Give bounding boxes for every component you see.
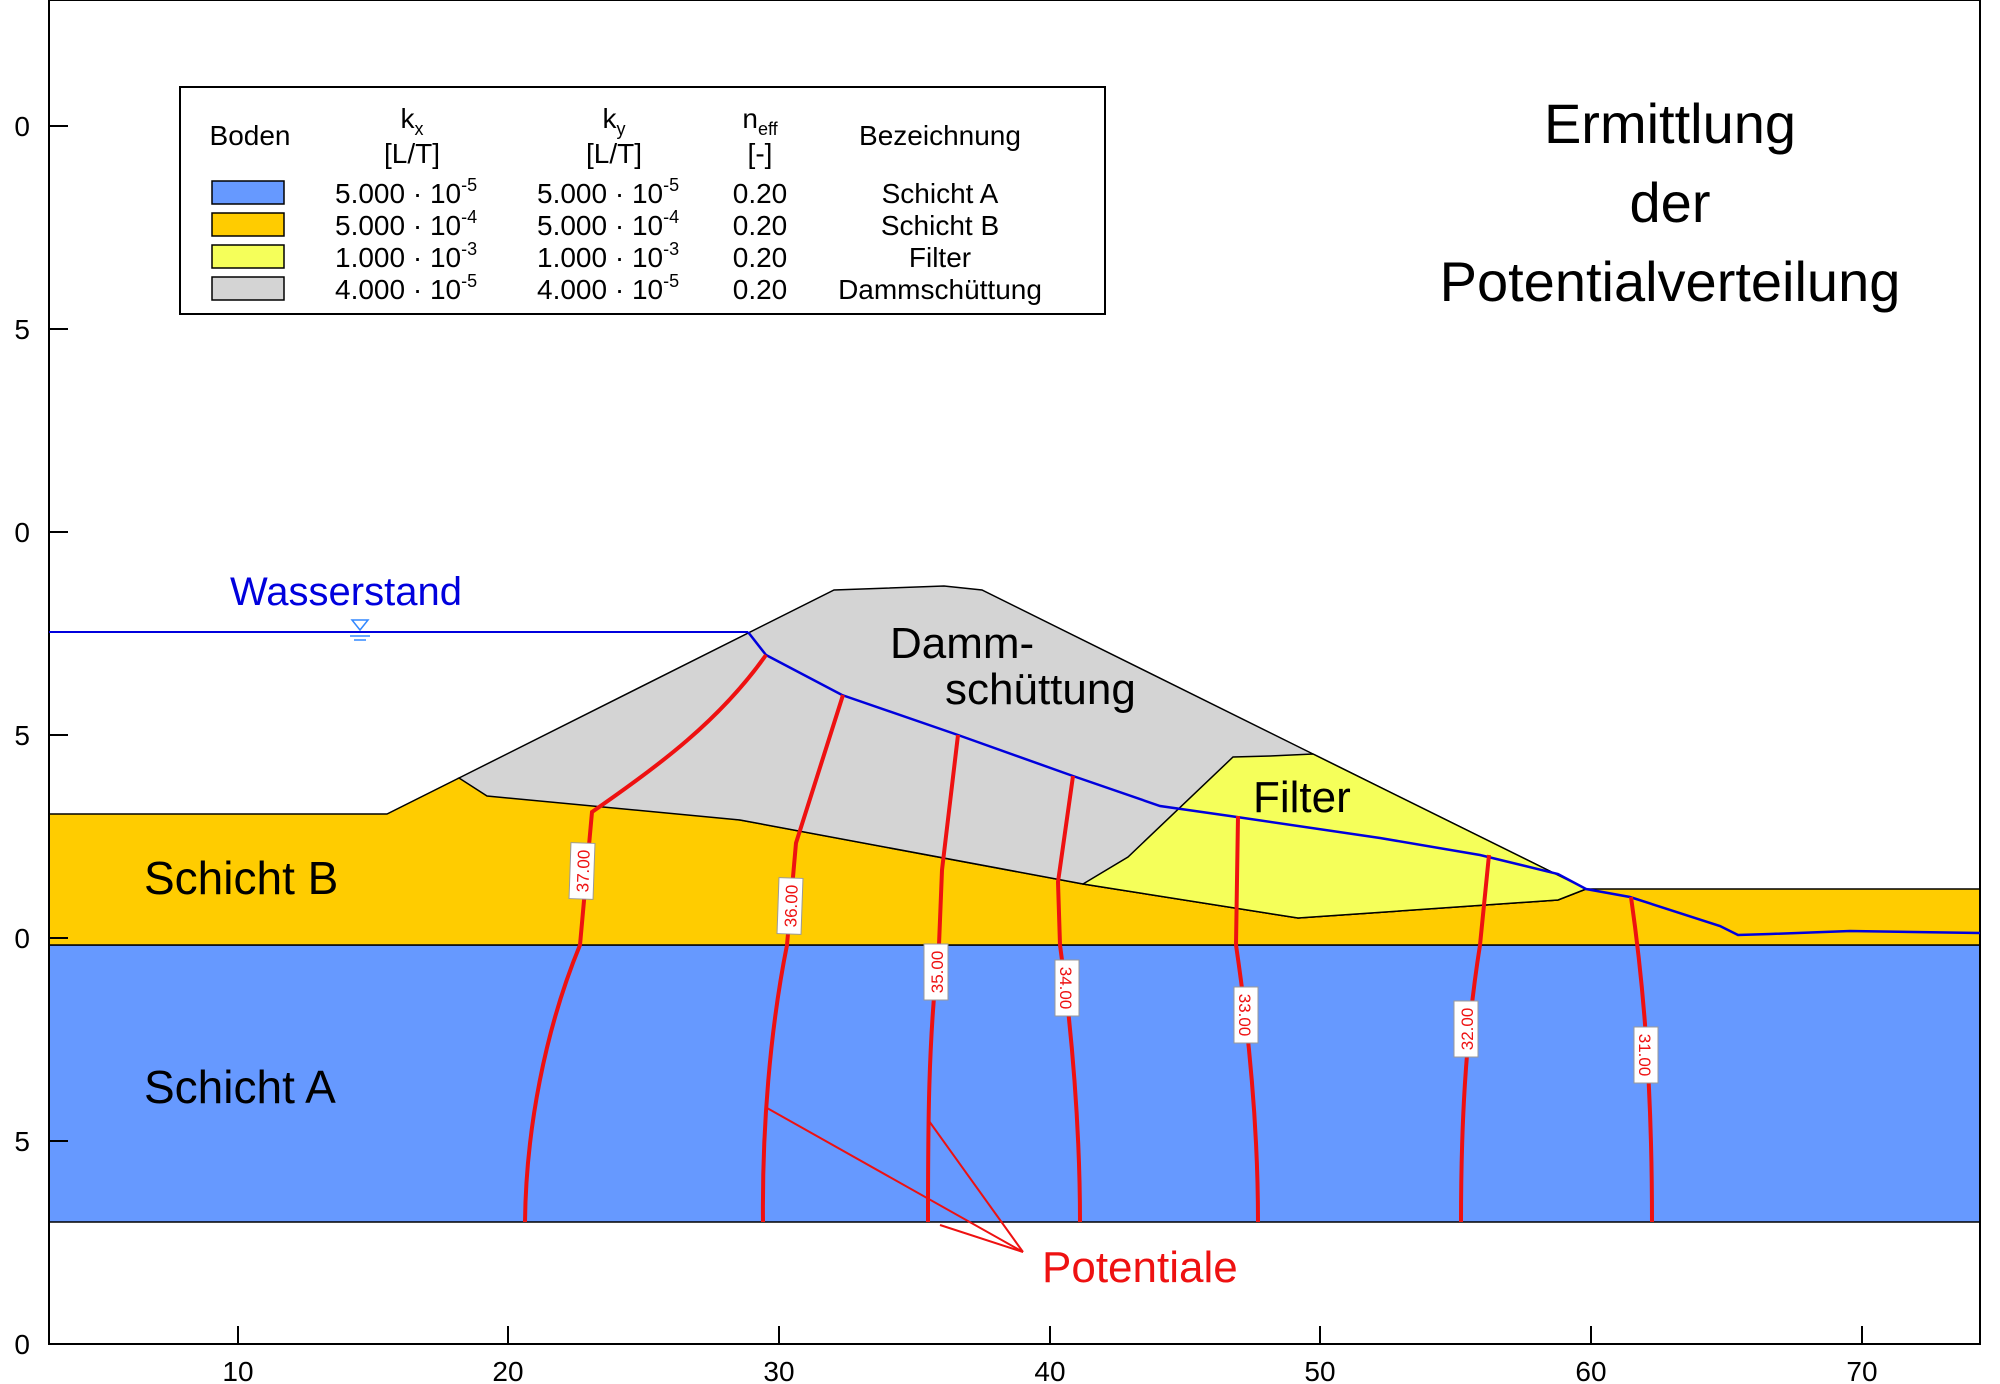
svg-text:33.00: 33.00 (1235, 994, 1254, 1037)
legend-ky: 4.000 · 10-5 (537, 271, 679, 305)
equipotential-label-31: 31.00 (1633, 1026, 1659, 1084)
water-level-label: Wasserstand (230, 570, 462, 614)
y-axis-ticks (49, 125, 68, 1142)
legend-neff: 0.20 (733, 210, 788, 241)
filter-area (1080, 753, 1588, 919)
y-tick-label: 0 (14, 517, 30, 548)
phreatic-line (747, 631, 1981, 937)
equipotential-label-37: 37.00 (568, 842, 596, 900)
potentials-label: Potentiale (1042, 1243, 1238, 1292)
title-line-2: der (1630, 171, 1711, 234)
legend-box (179, 86, 1106, 315)
legend-name: Schicht B (881, 210, 999, 241)
legend-swatch (211, 212, 285, 237)
equipotential-line-33 (1233, 815, 1260, 1223)
filter-label: Filter (1253, 773, 1351, 822)
svg-text:34.00: 34.00 (1056, 967, 1075, 1010)
dam-label-line2: schüttung (945, 665, 1136, 714)
y-tick-label: 0 (14, 1329, 30, 1360)
svg-text:35.00: 35.00 (928, 951, 947, 994)
x-tick-label: 70 (1846, 1356, 1877, 1384)
legend-name: Dammschüttung (838, 274, 1042, 305)
x-tick-label: 50 (1304, 1356, 1335, 1384)
legend-swatch (211, 276, 285, 301)
equipotential-label-32: 32.00 (1453, 1000, 1479, 1058)
equipotential-line-37 (523, 653, 768, 1223)
legend: Boden kx [L/T] ky [L/T] neff [-] Bezeich… (179, 86, 1106, 315)
equipotential-label-33: 33.00 (1233, 986, 1259, 1044)
svg-text:37.00: 37.00 (573, 849, 593, 892)
legend-swatch (211, 244, 285, 269)
y-tick-label: 5 (14, 720, 30, 751)
water-level-symbol (350, 619, 370, 641)
legend-ky: 1.000 · 10-3 (537, 239, 679, 273)
plot-frame (48, 0, 1981, 1345)
dam-label-line1: Damm- (890, 619, 1034, 668)
legend-row: 5.000 · 10-5 5.000 · 10-5 0.20 Schicht A (211, 175, 999, 209)
legend-kx: 5.000 · 10-4 (335, 207, 477, 241)
legend-kx: 4.000 · 10-5 (335, 271, 477, 305)
legend-swatch (211, 180, 285, 205)
legend-header-name: Bezeichnung (859, 120, 1021, 151)
legend-header-ky-unit: [L/T] (586, 138, 642, 169)
layer-a-label: Schicht A (144, 1061, 336, 1113)
legend-neff: 0.20 (733, 178, 788, 209)
svg-text:31.00: 31.00 (1635, 1034, 1654, 1077)
legend-header-neff-unit: [-] (748, 138, 773, 169)
legend-row: 5.000 · 10-4 5.000 · 10-4 0.20 Schicht B (211, 207, 999, 241)
title-line-3: Potentialverteilung (1440, 250, 1901, 313)
legend-kx: 5.000 · 10-5 (335, 175, 477, 209)
legend-name: Schicht A (882, 178, 999, 209)
legend-neff: 0.20 (733, 242, 788, 273)
x-tick-label: 20 (492, 1356, 523, 1384)
legend-ky: 5.000 · 10-4 (537, 207, 679, 241)
legend-row: 1.000 · 10-3 1.000 · 10-3 0.20 Filter (211, 239, 971, 273)
potentials-pointer-lines (766, 1107, 1024, 1253)
y-tick-label: 0 (14, 923, 30, 954)
svg-text:32.00: 32.00 (1458, 1008, 1477, 1051)
equipotential-line-32 (1459, 854, 1491, 1223)
equipotential-line-36 (760, 694, 845, 1223)
layer-a-area (48, 944, 1981, 1223)
x-tick-label: 60 (1575, 1356, 1606, 1384)
legend-header-ky: ky (603, 103, 626, 139)
legend-row: 4.000 · 10-5 4.000 · 10-5 0.20 Dammschüt… (211, 271, 1042, 305)
equipotential-line-31 (1629, 896, 1654, 1223)
equipotential-label-35: 35.00 (923, 943, 949, 1001)
x-tick-label: 30 (763, 1356, 794, 1384)
y-tick-label: 5 (14, 1126, 30, 1157)
legend-neff: 0.20 (733, 274, 788, 305)
x-axis-ticks (237, 1326, 1863, 1344)
layer-b-label: Schicht B (144, 852, 338, 904)
svg-text:36.00: 36.00 (781, 884, 801, 927)
equipotential-label-34: 34.00 (1054, 959, 1080, 1017)
legend-ky: 5.000 · 10-5 (537, 175, 679, 209)
legend-header-soil: Boden (210, 120, 291, 151)
y-tick-label: 0 (14, 111, 30, 142)
equipotential-line-34 (1055, 775, 1082, 1223)
legend-name: Filter (909, 242, 971, 273)
equipotential-label-36: 36.00 (776, 877, 804, 935)
x-tick-label: 10 (222, 1356, 253, 1384)
title-line-1: Ermittlung (1544, 92, 1796, 155)
x-tick-label: 40 (1034, 1356, 1065, 1384)
legend-kx: 1.000 · 10-3 (335, 239, 477, 273)
legend-header-kx: kx (401, 103, 424, 139)
legend-header-neff: neff (742, 103, 778, 139)
y-tick-label: 5 (14, 314, 30, 345)
legend-header-kx-unit: [L/T] (384, 138, 440, 169)
